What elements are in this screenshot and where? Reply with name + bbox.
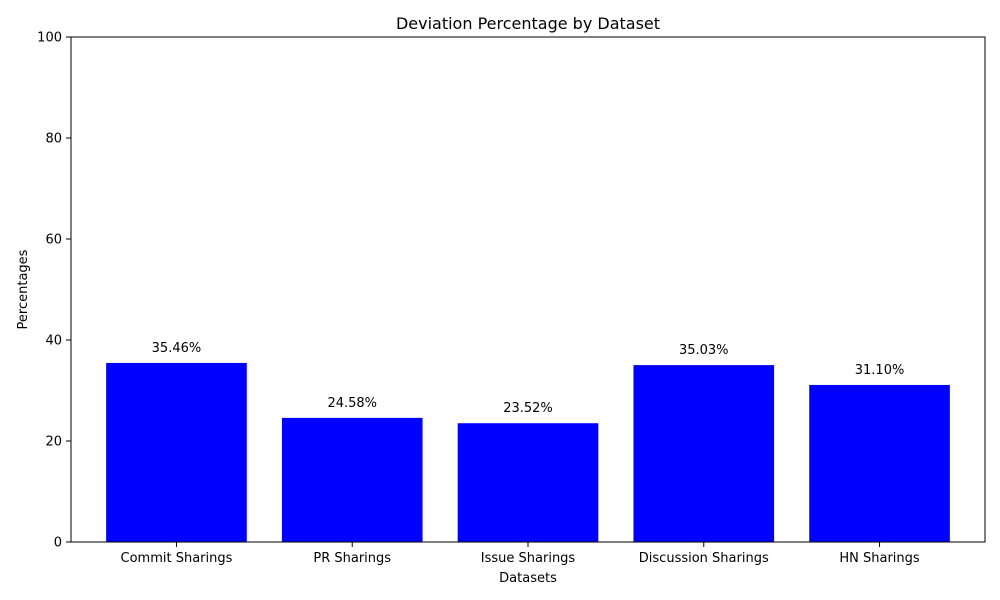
y-tick-label: 0 — [54, 536, 62, 551]
bar-issue-sharings — [457, 423, 599, 542]
x-tick-label: Discussion Sharings — [639, 551, 769, 566]
y-axis-label: Percentages — [16, 249, 31, 329]
data-label: 23.52% — [503, 401, 553, 416]
bar-pr-sharings — [281, 417, 423, 542]
y-tick-label: 100 — [37, 31, 62, 46]
y-tick-label: 60 — [45, 233, 62, 248]
x-tick-label: HN Sharings — [839, 551, 920, 566]
y-tick-label: 80 — [45, 132, 62, 147]
x-axis-label: Datasets — [499, 571, 557, 586]
y-axis-ticks: 0 20 40 60 80 100 — [37, 31, 71, 551]
data-label: 31.10% — [855, 363, 905, 378]
bars-group — [106, 362, 950, 542]
chart-title: Deviation Percentage by Dataset — [396, 14, 660, 33]
data-label: 35.46% — [152, 341, 202, 356]
x-axis-ticks: Commit Sharings PR Sharings Issue Sharings… — [121, 542, 920, 566]
y-tick-label: 40 — [45, 334, 62, 349]
y-tick-label: 20 — [45, 435, 62, 450]
x-tick-label: Commit Sharings — [121, 551, 233, 566]
data-label: 24.58% — [327, 396, 377, 411]
data-label: 35.03% — [679, 343, 729, 358]
plot-frame — [70, 36, 986, 543]
bar-commit-sharings — [106, 362, 247, 542]
data-labels-group: 35.46% 24.58% 23.52% 35.03% 31.10% — [152, 341, 905, 416]
x-tick-label: PR Sharings — [313, 551, 391, 566]
x-tick-label: Issue Sharings — [481, 551, 576, 566]
bar-discussion-sharings — [633, 365, 775, 542]
bar-hn-sharings — [809, 384, 950, 542]
